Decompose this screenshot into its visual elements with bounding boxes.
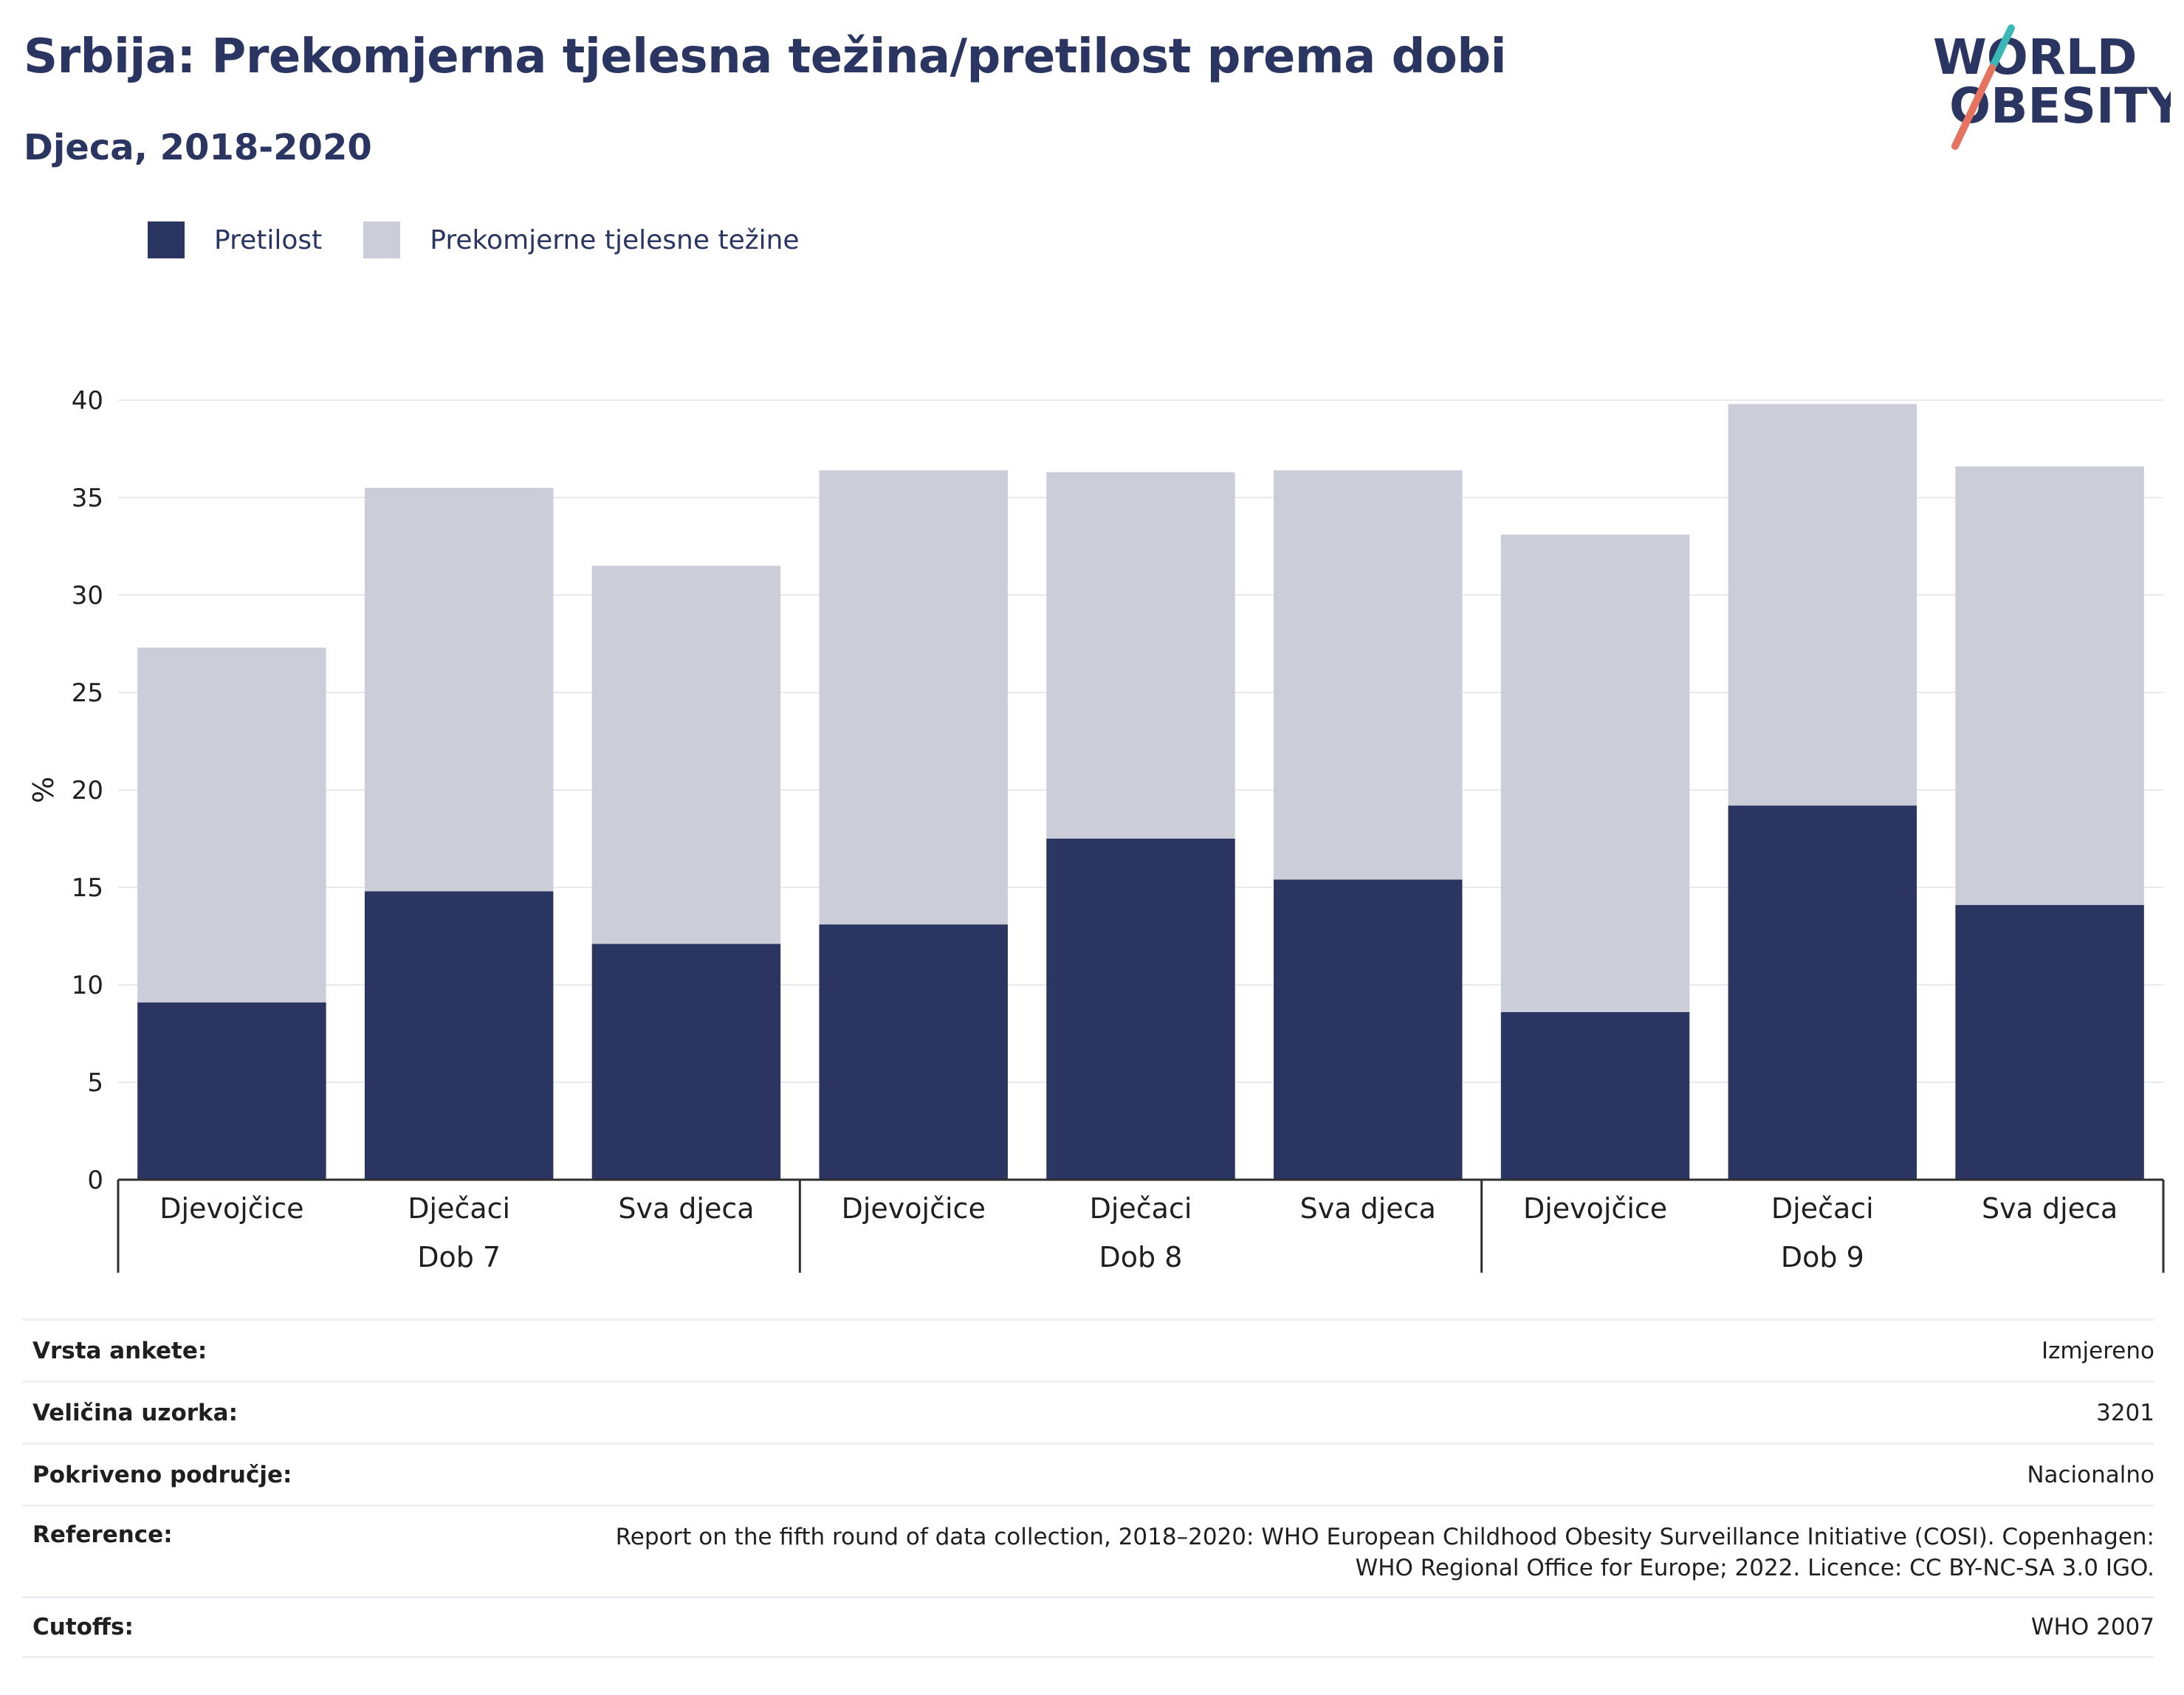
chart-legend: Pretilost Prekomjerne tjelesne težine [148, 221, 841, 258]
bar-obesity [364, 891, 554, 1180]
y-tick-label: 15 [72, 873, 103, 903]
bar-obesity [1274, 879, 1463, 1180]
bar-overweight [1728, 404, 1917, 806]
meta-value: WHO 2007 [2030, 1614, 2154, 1640]
x-tick-label: Sva djeca [1982, 1192, 2118, 1225]
legend-label-overweight: Prekomjerne tjelesne težine [430, 224, 800, 255]
y-tick-label: 25 [72, 678, 103, 708]
meta-key: Reference: [32, 1522, 173, 1548]
y-tick-label: 40 [72, 386, 103, 416]
y-tick-label: 35 [72, 484, 103, 513]
reference-line-2: WHO Regional Office for Europe; 2022. Li… [1355, 1555, 2154, 1581]
legend-swatch-obesity [148, 221, 185, 258]
logo-word-world: WORLD [1933, 29, 2137, 86]
chart-subtitle: Djeca, 2018-2020 [24, 127, 372, 168]
chart-title: Srbija: Prekomjerna tjelesna težina/pret… [24, 30, 1507, 84]
bar-overweight [1955, 466, 2144, 905]
meta-key: Veličina uzorka: [32, 1399, 238, 1426]
x-tick-label: Djevojčice [842, 1192, 986, 1225]
meta-row-survey-type: Vrsta ankete: Izmjereno [22, 1318, 2154, 1381]
x-tick-label: Dječaci [1771, 1192, 1874, 1225]
meta-value: Izmjereno [2041, 1337, 2154, 1364]
y-tick-label: 5 [87, 1068, 103, 1098]
metadata-table: Vrsta ankete: Izmjereno Veličina uzorka:… [22, 1318, 2154, 1658]
x-tick-label: Djevojčice [159, 1192, 303, 1225]
meta-key: Vrsta ankete: [32, 1337, 207, 1364]
y-tick-label: 20 [72, 776, 103, 805]
bar-overweight [364, 487, 554, 892]
group-label: Dob 9 [1781, 1241, 1864, 1273]
reference-line-1: Report on the fifth round of data collec… [615, 1524, 2154, 1550]
y-tick-label: 30 [72, 581, 103, 611]
y-tick-label: 10 [72, 971, 103, 1000]
bar-obesity [1046, 839, 1235, 1180]
meta-value: 3201 [2096, 1399, 2154, 1426]
bar-overweight [591, 565, 781, 944]
bar-obesity [1955, 904, 2144, 1180]
meta-row-cutoffs: Cutoffs: WHO 2007 [22, 1596, 2154, 1658]
meta-value: Report on the fifth round of data collec… [616, 1522, 2154, 1596]
bar-obesity [591, 943, 781, 1180]
group-label: Dob 8 [1099, 1241, 1183, 1273]
x-tick-label: Djevojčice [1523, 1192, 1667, 1225]
meta-row-reference: Reference: Report on the fifth round of … [22, 1505, 2154, 1596]
legend-swatch-overweight [363, 221, 401, 258]
x-tick-label: Dječaci [408, 1192, 510, 1225]
bar-chart: 0 5 10 15 20 25 30 35 40% Djevojčice Dječaci Sva dj… [27, 386, 2165, 1273]
x-tick-label: Sva djeca [618, 1192, 754, 1225]
y-tick-label: 0 [87, 1166, 103, 1195]
meta-key: Pokriveno područje: [32, 1461, 292, 1488]
x-tick-label: Sva djeca [1300, 1192, 1436, 1225]
logo-slash-coral [1951, 64, 1996, 150]
x-tick-label: Dječaci [1090, 1192, 1192, 1225]
legend-label-obesity: Pretilost [214, 224, 323, 255]
meta-value: Nacionalno [2027, 1461, 2154, 1488]
group-label: Dob 7 [417, 1241, 501, 1273]
logo-slash-teal [1990, 24, 2015, 69]
world-obesity-logo: WORLD OBESITY [1933, 24, 2171, 150]
meta-row-sample-size: Veličina uzorka: 3201 [22, 1381, 2154, 1443]
bar-obesity [1500, 1011, 1690, 1180]
bar-obesity [1728, 805, 1917, 1180]
y-axis-label: % [27, 777, 60, 803]
bar-overweight [1046, 472, 1235, 839]
bar-overweight [819, 470, 1008, 925]
bar-overweight [1274, 470, 1463, 880]
bar-overweight [137, 647, 326, 1003]
bar-overweight [1500, 534, 1690, 1012]
bar-obesity [137, 1002, 326, 1180]
bar-obesity [819, 924, 1008, 1180]
meta-key: Cutoffs: [32, 1614, 134, 1640]
meta-row-coverage: Pokriveno područje: Nacionalno [22, 1443, 2154, 1505]
